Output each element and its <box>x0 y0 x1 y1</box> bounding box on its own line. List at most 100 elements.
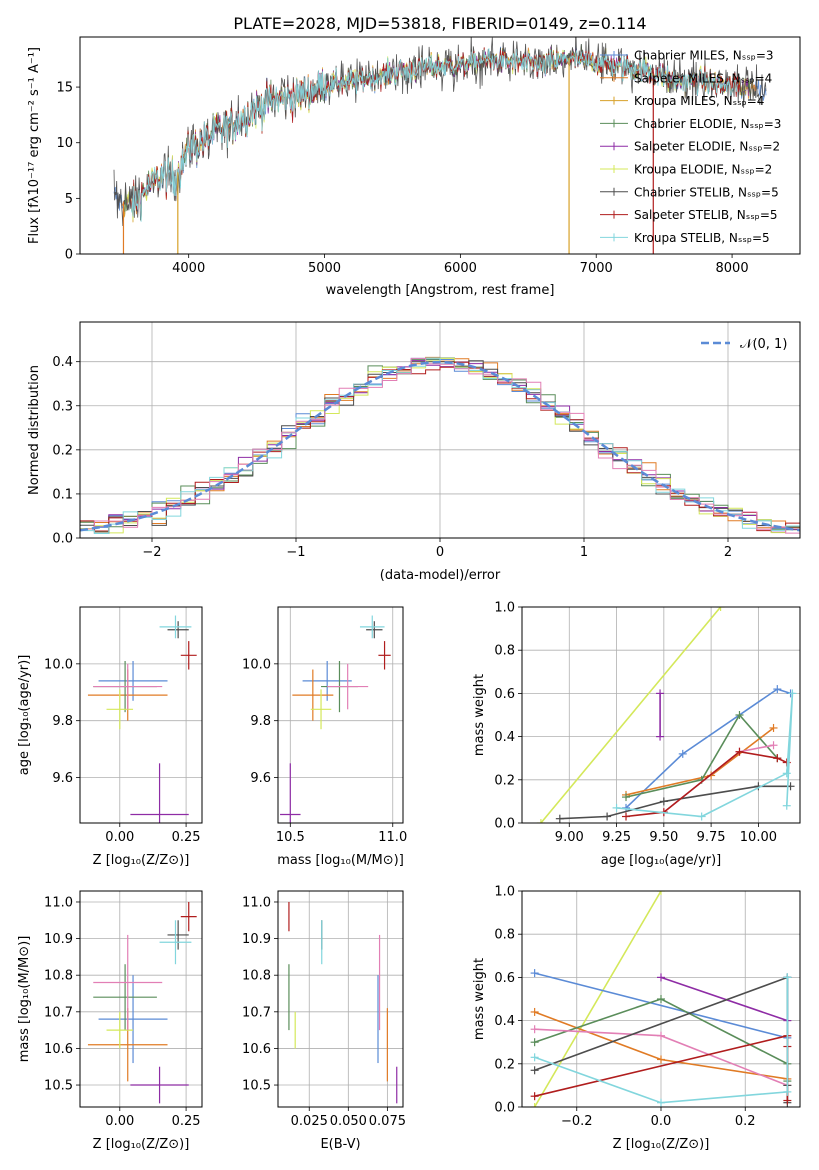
errorbar-point <box>292 669 334 721</box>
errorbar-point <box>159 920 192 965</box>
x-tick-label: 1 <box>580 545 588 560</box>
y-tick-label: 0.4 <box>52 355 73 370</box>
x-tick-label: 0 <box>436 545 444 560</box>
y-axis-label: mass weight <box>472 674 487 756</box>
spectrum-lines <box>113 37 767 254</box>
y-tick-label: 15 <box>56 81 73 96</box>
x-tick-label: 8000 <box>716 261 749 276</box>
weight-series <box>616 693 794 818</box>
axes-frame <box>79 321 801 539</box>
legend-label: Chabrier ELODIE, Nₛₛₚ=3 <box>634 117 781 131</box>
legend-label: Salpeter STELIB, Nₛₛₚ=5 <box>634 208 778 222</box>
x-axis-label: Z [log₁₀(Z/Z⊙)] <box>613 1137 710 1152</box>
y-tick-label: 9.8 <box>250 714 271 729</box>
y-tick-label: 0.1 <box>52 487 73 502</box>
y-tick-label: 0.8 <box>494 644 515 659</box>
y-tick-label: 9.6 <box>250 771 271 786</box>
axes-4 <box>274 607 403 827</box>
histogram-series <box>80 357 800 534</box>
x-tick-label: 7000 <box>580 261 613 276</box>
y-tick-label: 1.0 <box>494 885 515 900</box>
x-tick-label: 0.25 <box>172 830 201 845</box>
x-tick-label: 9.00 <box>555 830 584 845</box>
y-tick-label: 0.0 <box>52 532 73 547</box>
legend-label: Kroupa STELIB, Nₛₛₚ=5 <box>634 231 770 245</box>
spectrum-series <box>131 48 738 222</box>
histogram-series <box>80 357 800 534</box>
y-tick-label: 10.8 <box>44 969 73 984</box>
y-tick-label: 11.0 <box>242 895 271 910</box>
x-tick-label: 0.00 <box>105 1114 134 1129</box>
axes-frame <box>79 890 203 1108</box>
figure-title: PLATE=2028, MJD=53818, FIBERID=0149, z=0… <box>233 14 646 33</box>
errorbar-point <box>302 661 352 701</box>
x-tick-label: 6000 <box>444 261 477 276</box>
x-axis-label: mass [log₁₀(M/M⊙)] <box>277 853 404 868</box>
axes-frame <box>79 606 203 824</box>
y-tick-label: 10.6 <box>242 1042 271 1057</box>
x-axis-label: wavelength [Angstrom, rest frame] <box>326 283 555 298</box>
errorbar-point <box>93 934 163 1031</box>
errorbars <box>87 901 197 1104</box>
errorbar-point <box>98 975 168 1064</box>
errorbars <box>280 615 391 823</box>
y-axis-label: mass [log₁₀(M/M⊙)] <box>17 936 32 1063</box>
y-tick-label: 0.4 <box>494 730 515 745</box>
x-tick-label: 9.50 <box>649 830 678 845</box>
x-tick-label: 0.075 <box>369 1114 406 1129</box>
x-tick-label: −1 <box>286 545 305 560</box>
y-tick-label: 10.7 <box>44 1005 73 1020</box>
x-tick-label: 0.25 <box>172 1114 201 1129</box>
y-tick-label: 5 <box>65 192 73 207</box>
x-tick-label: 11.0 <box>378 830 407 845</box>
axes-frame <box>277 606 404 824</box>
y-tick-label: 10.0 <box>44 657 73 672</box>
x-tick-label: 10.00 <box>740 830 777 845</box>
y-tick-label: 0.0 <box>494 1101 515 1116</box>
y-tick-label: 10.9 <box>242 932 271 947</box>
legend-label: Salpeter ELODIE, Nₛₛₚ=2 <box>634 140 780 154</box>
weight-series <box>540 607 722 823</box>
legend-label: Chabrier STELIB, Nₛₛₚ=5 <box>634 185 779 199</box>
errorbar-point <box>98 661 168 701</box>
y-tick-label: 10.9 <box>44 932 73 947</box>
legend-label: Salpeter MILES, Nₛₛₚ=4 <box>634 71 772 85</box>
legend-label: Chabrier MILES, Nₛₛₚ=3 <box>634 49 774 63</box>
weight-series <box>660 976 788 1022</box>
y-tick-label: 10.7 <box>242 1005 271 1020</box>
y-tick-label: 10.8 <box>242 969 271 984</box>
errorbars <box>288 901 398 1104</box>
y-axis-label: age [log₁₀(age/yr)] <box>17 655 32 776</box>
weight-series <box>625 727 774 796</box>
errorbar-point <box>167 621 189 639</box>
y-tick-label: 10 <box>56 136 73 151</box>
y-tick-label: 10.5 <box>44 1079 73 1094</box>
gaussian-curve <box>80 360 800 532</box>
y-tick-label: 1.0 <box>494 601 515 616</box>
axes-5 <box>518 606 800 827</box>
errorbars <box>87 615 197 823</box>
x-axis-label: (data-model)/error <box>380 568 501 583</box>
x-tick-label: −2 <box>142 545 161 560</box>
x-tick-label: 9.25 <box>602 830 631 845</box>
errorbar-point <box>167 920 189 950</box>
x-axis-label: E(B-V) <box>320 1137 360 1152</box>
errorbar-point <box>310 689 332 730</box>
errorbar-point <box>130 1066 189 1104</box>
x-tick-label: 0.2 <box>735 1114 756 1129</box>
axes-frame <box>277 890 404 1108</box>
x-tick-label: 0.00 <box>105 830 134 845</box>
y-tick-label: 11.0 <box>44 895 73 910</box>
x-tick-label: 0.025 <box>291 1114 328 1129</box>
x-tick-label: 9.75 <box>697 830 726 845</box>
y-tick-label: 9.8 <box>52 714 73 729</box>
errorbar-point <box>93 964 157 1031</box>
legend-label: Kroupa MILES, Nₛₛₚ=4 <box>634 94 764 108</box>
errorbar-point <box>366 621 383 639</box>
weight-series <box>534 977 789 1104</box>
errorbar-point <box>180 641 197 670</box>
axes-3 <box>76 607 202 827</box>
axes-1 <box>76 86 733 258</box>
errorbar-point <box>280 763 301 823</box>
weight-lines <box>536 607 797 823</box>
